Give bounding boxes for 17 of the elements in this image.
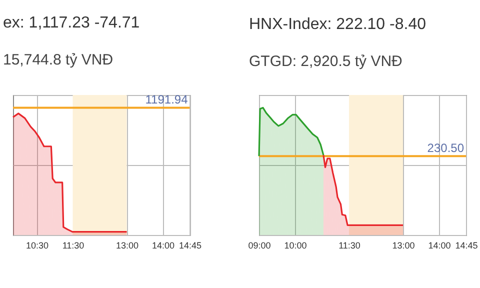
x-tick-label: 10:00 xyxy=(284,240,307,250)
annotation: 230.50 xyxy=(427,141,464,156)
x-tick-label: 11:30 xyxy=(338,240,360,250)
text: 1191.94 xyxy=(145,92,188,107)
x-tick-label: 14:45 xyxy=(178,240,202,250)
chart-title: ex: 1,117.23 -74.71 xyxy=(3,14,140,32)
chart-title: HNX-Index: 222.10 -8.40 xyxy=(249,16,426,33)
x-tick-label: 14:00 xyxy=(152,240,175,250)
x-tick-label: 11:30 xyxy=(62,240,84,250)
x-tick-label: 13:00 xyxy=(392,240,415,250)
x-tick-label: 09:00 xyxy=(248,240,271,250)
chart-subtitle: 15,744.8 tỷ VNĐ xyxy=(3,52,114,69)
x-tick-label: 13:00 xyxy=(116,240,139,250)
x-tick-label: 10:30 xyxy=(26,240,49,250)
x-tick-label: 14:00 xyxy=(428,240,451,250)
x-tick-label: 14:45 xyxy=(455,240,478,250)
chart-subtitle: GTGD: 2,920.5 tỷ VNĐ xyxy=(249,53,403,70)
